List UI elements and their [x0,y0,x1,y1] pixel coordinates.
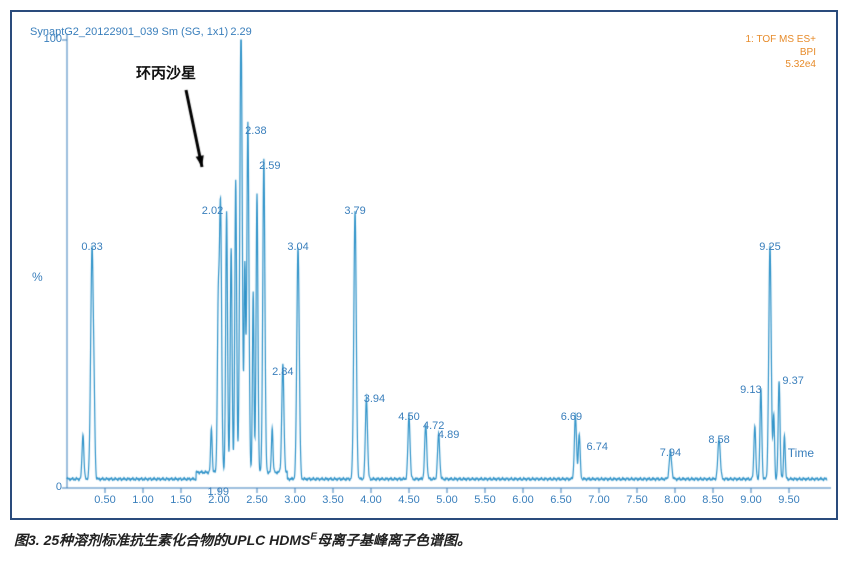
y-tick-label: 0 [40,481,62,493]
peak-label: 6.69 [561,411,582,423]
peak-label: 9.37 [782,375,803,387]
plot-frame: SynaptG2_20122901_039 Sm (SG, 1x1) 1: TO… [10,10,838,520]
figure-caption: 图3. 25种溶剂标准抗生素化合物的UPLC HDMSE母离子基峰离子色谱图。 [14,530,471,550]
scan-type-label: BPI [746,47,817,60]
x-tick-label: 4.50 [398,494,419,506]
figure-container: SynaptG2_20122901_039 Sm (SG, 1x1) 1: TO… [0,0,849,569]
x-tick-label: 1.00 [132,494,153,506]
caption-prefix: 图3. 25种溶剂标准抗生素化合物的UPLC HDMS [14,532,310,548]
x-tick-label: 6.50 [550,494,571,506]
caption-suffix: 母离子基峰离子色谱图。 [317,532,471,548]
peak-label: 1.99 [208,486,229,498]
peak-label: 2.02 [202,205,223,217]
peak-label: 3.94 [364,393,385,405]
x-tick-label: 0.50 [94,494,115,506]
peak-label: 9.25 [759,241,780,253]
peak-label: 4.50 [398,411,419,423]
x-tick-label: 5.50 [474,494,495,506]
scan-mode-label: 1: TOF MS ES+ [746,34,817,47]
peak-label: 7.94 [660,447,681,459]
x-tick-label: 5.00 [436,494,457,506]
x-tick-label: 9.00 [740,494,761,506]
y-tick-label: 100 [40,33,62,45]
x-tick-label: 9.50 [778,494,799,506]
peak-label: 2.38 [245,125,266,137]
x-tick-label: 8.50 [702,494,723,506]
peak-label: 0.33 [81,241,102,253]
scan-meta: 1: TOF MS ES+ BPI 5.32e4 [746,34,817,72]
peak-label: 2.29 [230,26,251,38]
x-tick-label: 3.00 [284,494,305,506]
ciprofloxacin-annotation: 环丙沙星 [136,62,196,83]
x-tick-label: 1.50 [170,494,191,506]
y-axis-label: % [32,270,43,284]
peak-label: 9.13 [740,384,761,396]
peak-label: 3.79 [344,205,365,217]
peak-label: 6.74 [587,441,608,453]
x-tick-label: 6.00 [512,494,533,506]
x-tick-label: 7.00 [588,494,609,506]
x-tick-label: 2.50 [246,494,267,506]
x-tick-label: 8.00 [664,494,685,506]
peak-label: 2.59 [259,160,280,172]
peak-label: 2.84 [272,366,293,378]
x-tick-label: 4.00 [360,494,381,506]
scan-scale-label: 5.32e4 [746,59,817,72]
x-tick-label: 3.50 [322,494,343,506]
x-tick-label: 7.50 [626,494,647,506]
peak-label: 4.89 [438,429,459,441]
peak-label: 8.58 [708,434,729,446]
peak-label: 3.04 [287,241,308,253]
x-axis-label: Time [788,446,814,460]
